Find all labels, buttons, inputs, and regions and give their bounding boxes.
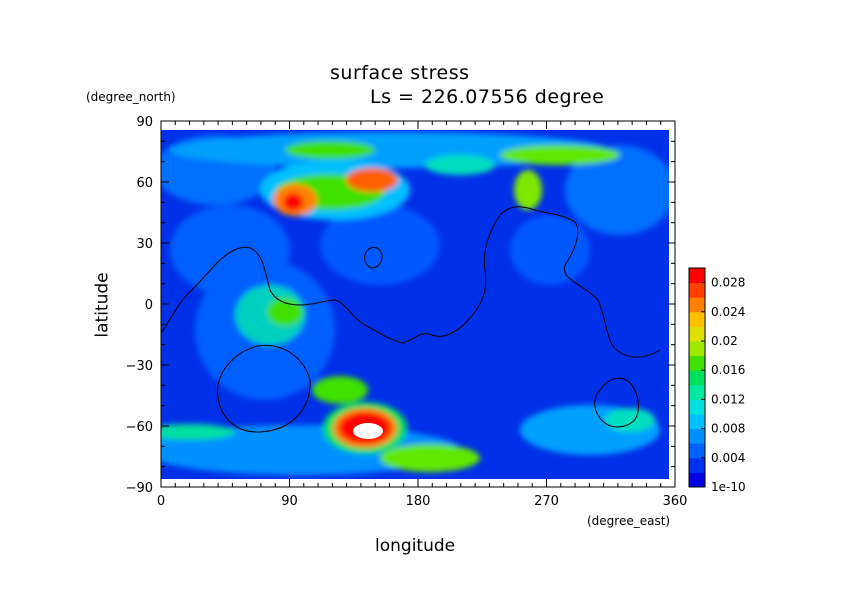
field-blob	[510, 215, 590, 285]
field-blob	[320, 205, 440, 285]
colorbar-swatch	[689, 457, 705, 473]
colorbar-tick-label: 0.012	[711, 392, 745, 406]
colorbar-swatch	[689, 297, 705, 313]
contour-path	[594, 377, 639, 428]
x-tick-label: 0	[157, 494, 165, 509]
colorbar-swatch	[689, 384, 705, 400]
y-tick-label: 30	[136, 237, 153, 252]
colorbar-tick-label: 0.008	[711, 422, 745, 436]
colorbar-swatch	[689, 268, 705, 284]
colorbar-tick-label: 0.02	[711, 334, 738, 348]
field-blob	[312, 376, 368, 404]
field-blob	[565, 145, 669, 235]
field-blob	[380, 444, 480, 472]
colorbar-tick-label: 0.024	[711, 305, 745, 319]
contour-lines	[161, 206, 661, 433]
colorbar-swatch	[689, 311, 705, 327]
field-blob	[170, 132, 610, 168]
colorbar-swatch	[689, 326, 705, 342]
colorbar-tick-label: 0.004	[711, 451, 745, 465]
colorbar-swatch	[689, 472, 705, 488]
colorbar-swatch	[689, 414, 705, 430]
field-blob	[161, 424, 235, 440]
colorbar-tick-label: 0.028	[711, 276, 745, 290]
heatmap-field	[161, 130, 669, 479]
colorbar-frame	[688, 267, 706, 488]
y-tick-label: 90	[136, 115, 153, 130]
y-tick-label: 0	[145, 298, 153, 313]
field-blob	[425, 155, 495, 175]
colorbar: 0.028 0.024 0.02 0.016 0.012 0.008 0.004 1e-10	[688, 267, 746, 494]
colorbar-tick-label: 0.016	[711, 363, 745, 377]
x-tick-label: 270	[534, 494, 559, 509]
x-tick-label: 360	[663, 494, 688, 509]
contour-path	[161, 206, 661, 358]
x-axis-unit: (degree_east)	[587, 514, 671, 528]
y-tick-label: −30	[126, 359, 153, 374]
field-peak-white	[353, 423, 383, 439]
x-tick-label: 90	[281, 494, 298, 509]
field-blob	[346, 168, 398, 192]
colorbar-swatch	[689, 355, 705, 371]
chart-subtitle: Ls = 226.07556 degree	[370, 86, 605, 108]
colorbar-swatch	[689, 428, 705, 444]
y-tick-label: 60	[136, 176, 153, 191]
contour-path	[364, 247, 383, 269]
chart-title: surface stress	[330, 62, 470, 84]
colorbar-swatch	[689, 370, 705, 386]
field-blob	[285, 141, 375, 159]
field-blob	[283, 193, 303, 211]
y-tick-label: −60	[126, 420, 153, 435]
colorbar-swatch	[689, 443, 705, 459]
colorbar-swatch	[689, 341, 705, 357]
x-tick-label: 180	[406, 494, 431, 509]
axis-ticks: 0 90 180 270 360 90 60 30 0 −30 −60 −90	[126, 115, 688, 509]
field-blob	[500, 145, 620, 165]
colorbar-tick-label: 1e-10	[711, 480, 746, 494]
y-tick-label: −90	[126, 481, 153, 496]
field-blob	[267, 298, 303, 326]
field-blob	[514, 170, 542, 210]
contour-path	[217, 344, 311, 433]
field-blob	[170, 205, 290, 295]
y-axis-unit: (degree_north)	[86, 90, 176, 104]
x-axis-title: longitude	[375, 536, 456, 556]
colorbar-swatch	[689, 399, 705, 415]
colorbar-swatch	[689, 282, 705, 298]
field-blob	[605, 408, 655, 432]
